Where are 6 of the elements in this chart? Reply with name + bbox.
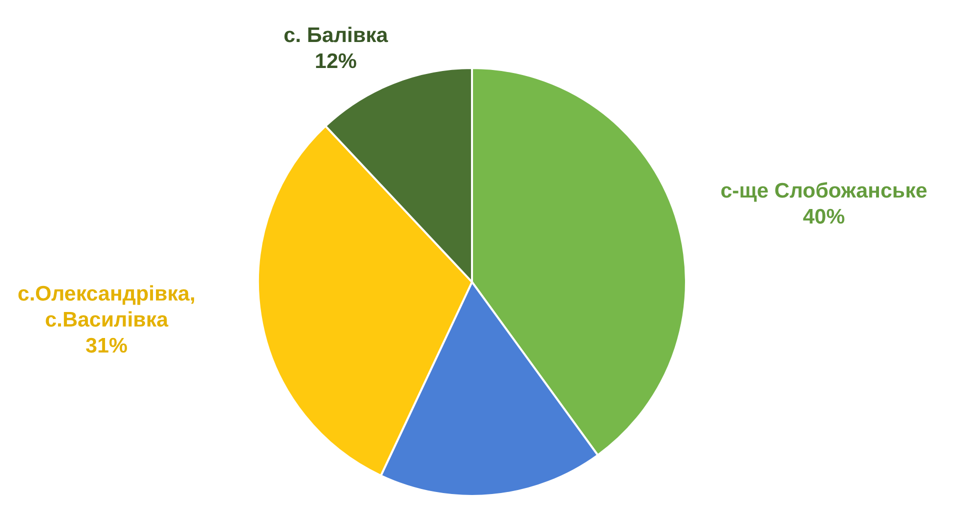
- slice-label: с-ще Слобожанське: [720, 179, 928, 202]
- slice-label: с. Балівка: [284, 24, 388, 48]
- data-label: 12%: [314, 50, 358, 74]
- slice-label: с.Олександрівка, с.Василівка: [18, 282, 196, 332]
- data-label: 40%: [802, 205, 846, 228]
- data-label: 31%: [86, 334, 128, 358]
